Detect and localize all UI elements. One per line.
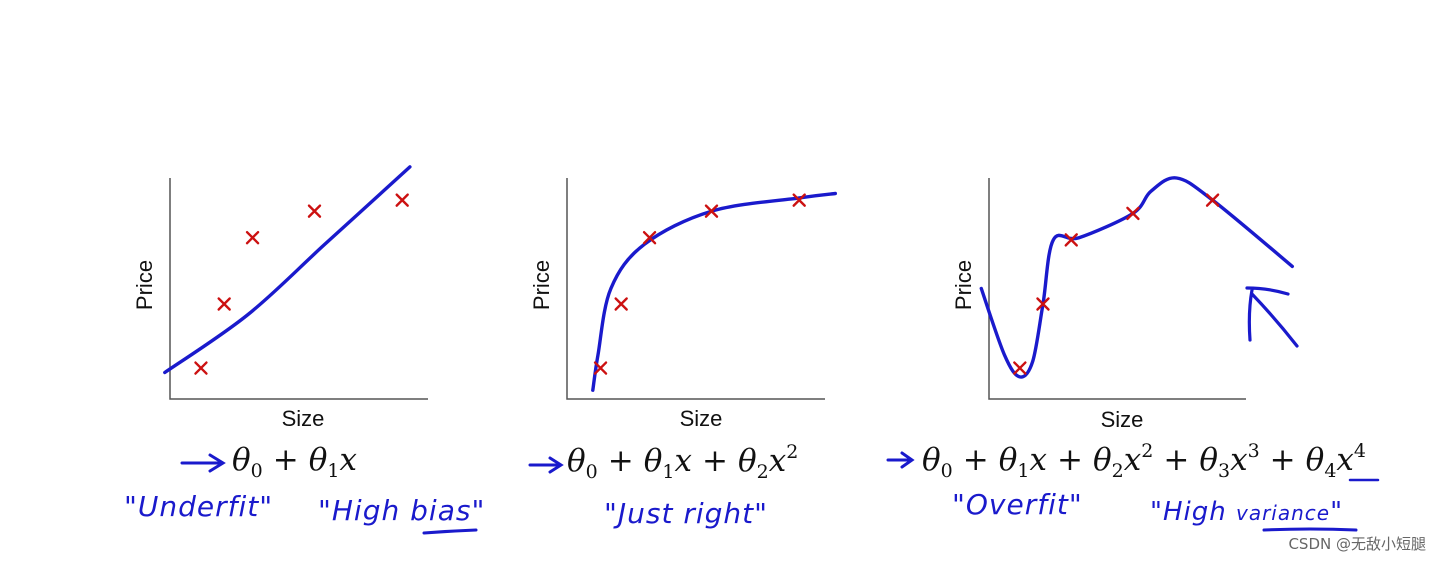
- just-right-panel: Size Price: [529, 178, 837, 431]
- plot-area-2: [979, 176, 1294, 400]
- svg-text:θ0+θ1x+θ2x2+θ3x3+θ4x4: θ0 + θ1x + θ2x2 + θ3x3 + θ4x4: [922, 440, 1366, 482]
- arrow-right-icon: [528, 456, 564, 474]
- data-point: [704, 204, 719, 218]
- plot-area-0: [163, 165, 428, 400]
- high-bias-note: "High bias": [318, 494, 485, 527]
- underfit-note: "Underfit": [124, 490, 273, 523]
- axes: [988, 178, 1246, 400]
- bias-underline: [422, 528, 478, 535]
- formula-quadratic: θ0 + θ1x + θ2x2: [528, 441, 798, 483]
- data-point: [1126, 206, 1140, 221]
- data-point: [307, 204, 322, 218]
- axes: [169, 178, 428, 400]
- watermark: CSDN @无敌小短腿: [1288, 535, 1426, 553]
- fit-curve: [163, 165, 412, 375]
- price-axis-label: Price: [951, 260, 976, 310]
- axes: [566, 178, 825, 400]
- overfit-panel: Size Price: [951, 176, 1299, 432]
- arrow-right-icon: [180, 453, 226, 473]
- data-point: [194, 361, 208, 375]
- fit-curve: [591, 191, 837, 392]
- data-point: [792, 193, 806, 207]
- size-axis-label: Size: [1101, 407, 1144, 432]
- data-point: [1205, 193, 1220, 207]
- data-point: [642, 230, 657, 245]
- svg-text:θ0+θ1x: θ0 + θ1x: [232, 442, 358, 482]
- data-point: [593, 361, 608, 375]
- data-point: [1064, 233, 1078, 247]
- data-point: [1036, 297, 1050, 311]
- data-point: [1013, 361, 1027, 375]
- variance-underline: [1262, 527, 1358, 532]
- data-point: [217, 297, 231, 311]
- size-axis-label: Size: [680, 406, 723, 431]
- price-axis-label: Price: [529, 260, 554, 310]
- data-point: [614, 297, 628, 311]
- arrow-icon: [1245, 286, 1299, 348]
- arrow-right-icon: [886, 451, 915, 469]
- overfit-note: "Overfit": [952, 488, 1083, 521]
- just-right-note: "Just right": [604, 497, 768, 530]
- fit-curve: [979, 176, 1294, 379]
- formula-linear: θ0 + θ1x: [180, 442, 358, 482]
- size-axis-label: Size: [282, 406, 325, 431]
- plot-area-1: [566, 178, 837, 400]
- data-point: [245, 230, 260, 245]
- price-axis-label: Price: [132, 260, 157, 310]
- svg-text:θ0+θ1x+θ2x2: θ0 + θ1x + θ2x2: [567, 441, 798, 483]
- data-point: [395, 193, 409, 207]
- formula-quartic: θ0 + θ1x + θ2x2 + θ3x3 + θ4x4: [886, 440, 1380, 482]
- high-variance-note: "High variance": [1150, 497, 1343, 527]
- underfit-panel: Size Price: [132, 165, 428, 431]
